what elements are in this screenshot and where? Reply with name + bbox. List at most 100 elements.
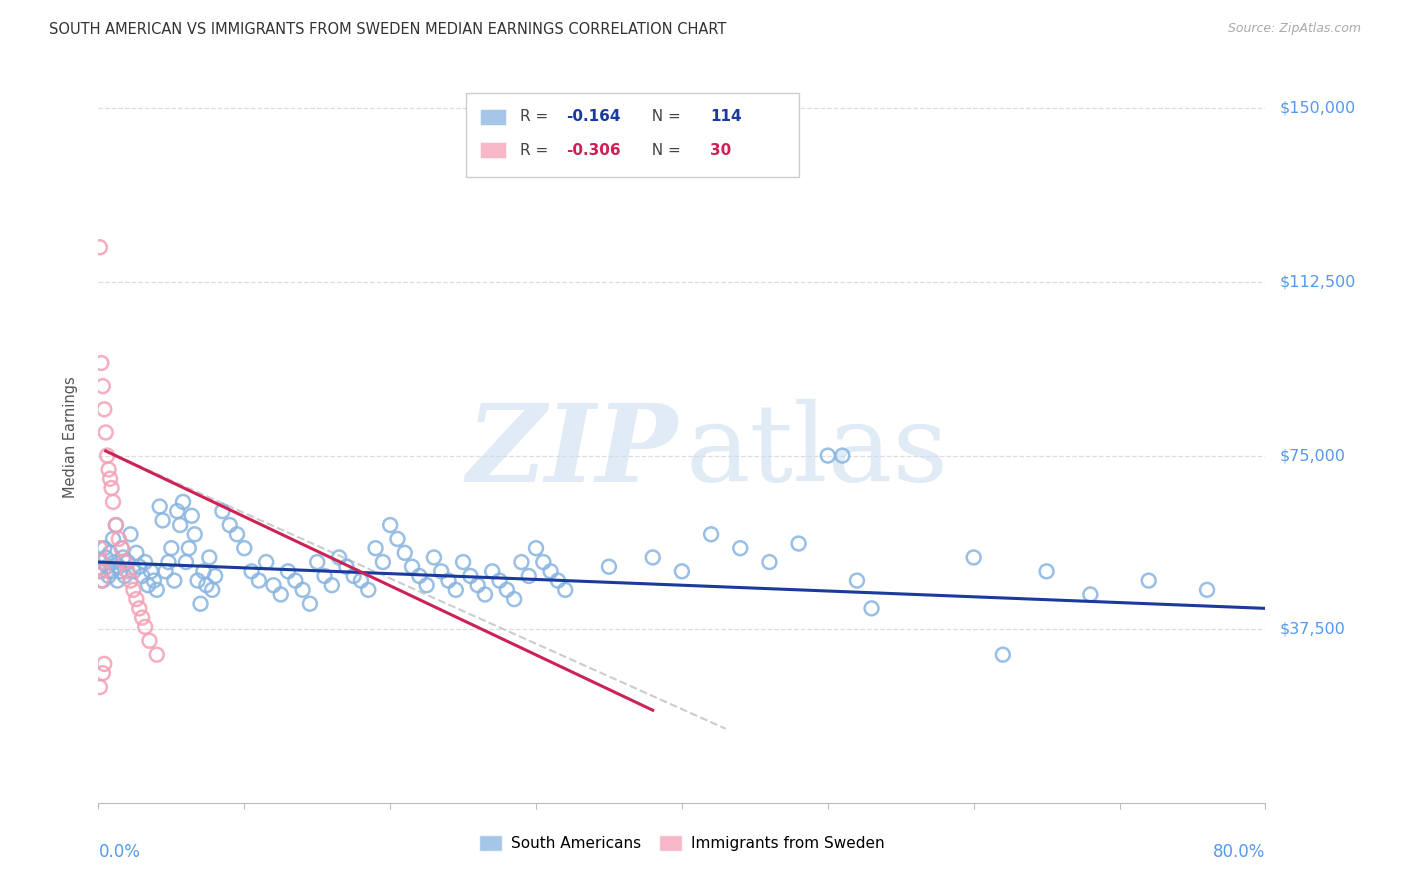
Point [423, 550, 446, 565]
Point [700, 527, 723, 541]
Point [357, 582, 380, 597]
Point [91, 574, 114, 588]
Point [155, 565, 177, 579]
Point [328, 550, 350, 565]
Point [233, 541, 256, 556]
Point [195, 578, 218, 592]
Point [335, 559, 357, 574]
Point [204, 569, 226, 583]
Point [108, 532, 131, 546]
Point [401, 559, 423, 574]
Point [91, 379, 114, 393]
Point [134, 555, 156, 569]
Point [125, 592, 148, 607]
Point [284, 574, 307, 588]
Point [117, 555, 139, 569]
Point [254, 555, 277, 569]
Text: R =: R = [520, 143, 553, 158]
Point [90, 555, 112, 569]
Point [96, 559, 118, 574]
Point [94, 425, 117, 440]
Point [394, 546, 416, 560]
Text: -0.306: -0.306 [567, 143, 621, 158]
Point [437, 574, 460, 588]
Point [298, 597, 321, 611]
Point [90, 555, 112, 569]
Point [503, 592, 526, 607]
Text: 30: 30 [710, 143, 731, 158]
Point [671, 565, 693, 579]
Point [101, 495, 124, 509]
Point [641, 550, 664, 565]
Point [120, 527, 142, 541]
Point [378, 518, 402, 533]
Point [321, 578, 343, 592]
Point [371, 555, 394, 569]
Point [226, 527, 249, 541]
Point [474, 587, 496, 601]
Point [169, 518, 191, 533]
Point [962, 550, 984, 565]
Point [90, 356, 112, 370]
Point [103, 555, 125, 569]
Point [125, 546, 148, 560]
Point [430, 565, 453, 579]
Point [111, 541, 134, 556]
Text: N =: N = [643, 109, 686, 124]
Point [122, 565, 145, 579]
Point [860, 601, 883, 615]
Point [488, 574, 510, 588]
Point [104, 518, 127, 533]
Point [758, 555, 780, 569]
Point [350, 574, 373, 588]
Point [495, 582, 517, 597]
Text: R =: R = [520, 109, 553, 124]
Point [93, 657, 115, 671]
Point [218, 518, 240, 533]
Point [481, 565, 503, 579]
Point [444, 582, 467, 597]
Point [146, 648, 169, 662]
Point [510, 555, 533, 569]
Point [100, 481, 122, 495]
Y-axis label: Median Earnings: Median Earnings [63, 376, 77, 498]
Point [408, 569, 430, 583]
Point [128, 559, 150, 574]
Point [211, 504, 233, 518]
Text: $112,500: $112,500 [1279, 275, 1355, 290]
Point [817, 449, 839, 463]
Point [1137, 574, 1160, 588]
Point [517, 569, 540, 583]
Point [89, 680, 111, 694]
Point [270, 587, 292, 601]
Point [90, 574, 112, 588]
Point [122, 582, 145, 597]
Point [163, 574, 186, 588]
Point [134, 620, 156, 634]
Text: -0.164: -0.164 [567, 109, 621, 124]
Point [114, 555, 136, 569]
FancyBboxPatch shape [479, 143, 506, 159]
Point [94, 550, 117, 565]
Point [291, 582, 314, 597]
Point [387, 532, 409, 546]
Point [89, 240, 111, 254]
Point [991, 648, 1014, 662]
Point [108, 559, 131, 574]
FancyBboxPatch shape [479, 109, 506, 125]
Point [120, 574, 142, 588]
Point [157, 555, 180, 569]
Point [531, 555, 554, 569]
Point [91, 565, 114, 579]
Point [845, 574, 868, 588]
Point [110, 565, 132, 579]
Point [152, 513, 174, 527]
Point [111, 541, 134, 556]
Text: $75,000: $75,000 [1279, 448, 1346, 463]
Text: 0.0%: 0.0% [98, 843, 141, 861]
Point [91, 666, 114, 681]
Point [131, 569, 153, 583]
Point [787, 536, 810, 550]
Point [97, 462, 120, 476]
Legend: South Americans, Immigrants from Sweden: South Americans, Immigrants from Sweden [472, 830, 891, 857]
